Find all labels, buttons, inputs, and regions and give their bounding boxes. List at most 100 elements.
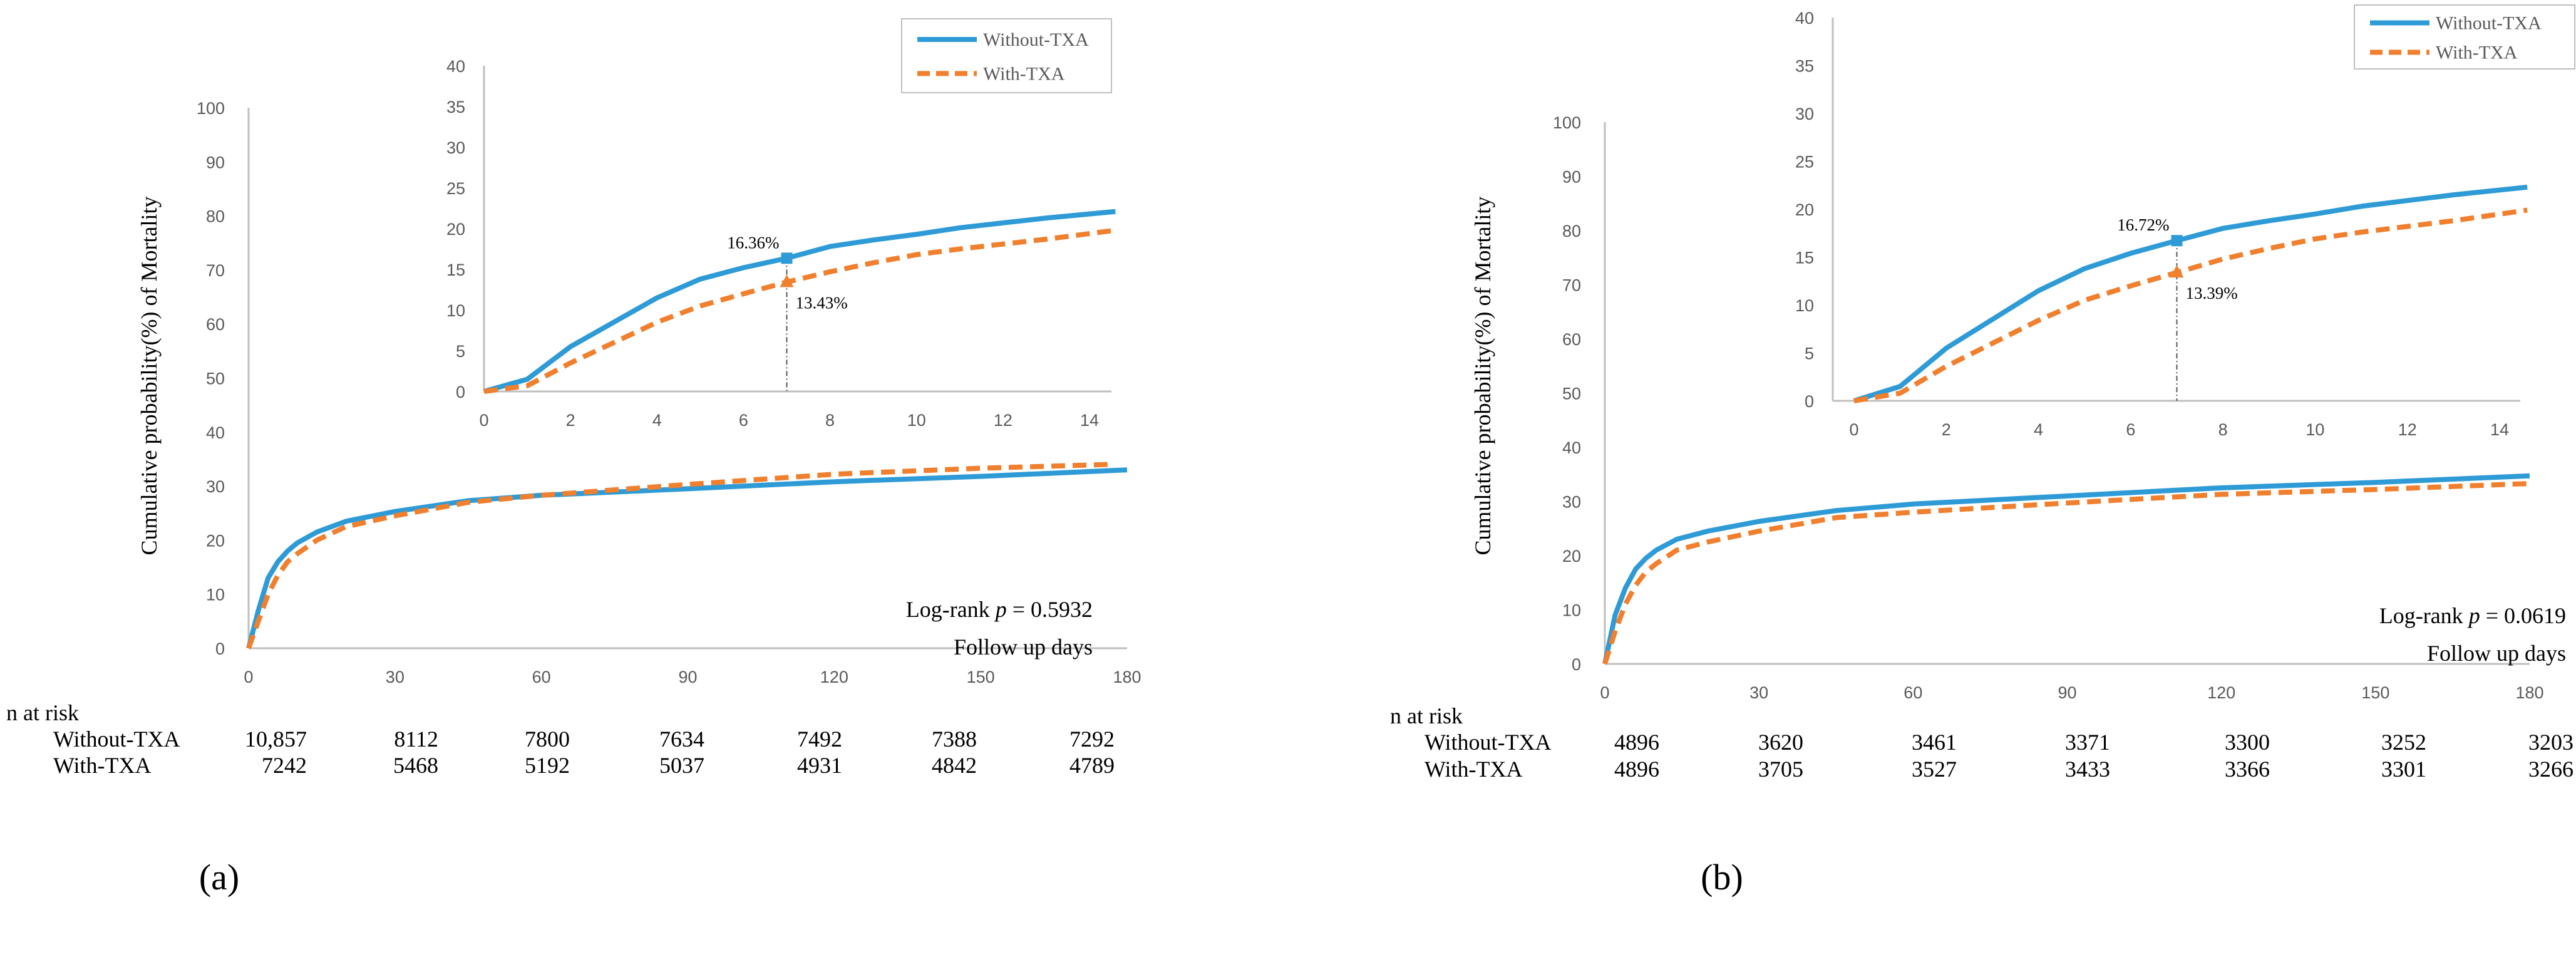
logrank-prefix: Log-rank — [2379, 603, 2469, 628]
inset-x-tick-label: 0 — [1849, 420, 1858, 439]
risk-value: 7242 — [262, 753, 307, 778]
x-tick-label: 90 — [2058, 683, 2076, 702]
risk-value: 7800 — [525, 727, 570, 752]
y-tick-label: 20 — [206, 531, 225, 550]
y-tick-label: 30 — [206, 477, 225, 496]
main-line-without-txa — [246, 467, 1128, 649]
y-tick-label: 0 — [215, 639, 225, 658]
inset-y-tick-label: 0 — [456, 383, 465, 401]
logrank-value: = 0.5932 — [1007, 597, 1093, 622]
legend-label: With-TXA — [983, 63, 1065, 84]
panel-label: (b) — [1701, 857, 1743, 898]
inset-y-tick-label: 30 — [446, 138, 465, 157]
risk-value: 3620 — [1758, 730, 1803, 755]
annotation-with-txa: 13.39% — [2186, 284, 2238, 303]
logrank-p: p — [994, 597, 1007, 622]
inset-x-tick-label: 10 — [907, 411, 926, 430]
x-tick-label: 30 — [386, 668, 404, 686]
y-tick-label: 30 — [1562, 493, 1581, 512]
y-tick-label: 100 — [1553, 113, 1581, 132]
inset-y-tick-label: 5 — [456, 342, 465, 361]
inset-chart: 0 5 10 15 20 25 30 35 40 0 2 4 6 8 10 12 14 16.36% 13.43% — [446, 57, 1116, 430]
y-tick-label: 0 — [1572, 655, 1581, 674]
risk-value: 3433 — [2065, 757, 2110, 782]
inset-x-tick-label: 14 — [2490, 420, 2509, 439]
y-tick-label: 60 — [1562, 330, 1581, 349]
marker-without-txa — [2171, 235, 2183, 247]
risk-value: 7492 — [797, 727, 842, 752]
inset-x-tick-label: 8 — [2218, 420, 2228, 439]
inset-y-tick-label: 35 — [446, 98, 465, 116]
legend-box — [2354, 4, 2575, 70]
legend-label: Without-TXA — [2436, 13, 2542, 34]
inset-y-tick-label: 20 — [446, 220, 465, 239]
legend-label: Without-TXA — [983, 29, 1089, 50]
inset-y-tick-label: 40 — [446, 57, 465, 76]
y-tick-label: 70 — [206, 261, 225, 280]
risk-value: 4931 — [797, 753, 842, 778]
inset-x-tick-label: 2 — [1942, 420, 1951, 439]
x-tick-label: 90 — [678, 668, 697, 686]
y-tick-label: 70 — [1562, 276, 1581, 295]
risk-value: 5192 — [525, 753, 570, 778]
risk-value: 3371 — [2065, 730, 2110, 755]
inset-y-tick-label: 15 — [446, 261, 465, 279]
risk-value: 4789 — [1069, 753, 1115, 778]
x-tick-label: 60 — [1904, 683, 1922, 702]
inset-y-tick-label: 25 — [446, 179, 465, 198]
inset-x-tick-label: 14 — [1080, 411, 1099, 430]
y-tick-label: 10 — [1562, 601, 1581, 620]
x-tick-label: 180 — [2515, 683, 2543, 702]
main-line-with-txa — [1602, 481, 2530, 665]
x-tick-label: 120 — [820, 668, 848, 686]
x-tick-label: 180 — [1113, 668, 1141, 686]
legend: Without-TXA With-TXA — [2354, 4, 2575, 70]
x-axis-title: Follow up days — [954, 634, 1093, 660]
inset-x-tick-label: 0 — [479, 411, 488, 430]
risk-value: 3301 — [2381, 757, 2426, 782]
main-line-without-txa — [1602, 473, 2530, 665]
annotation-with-txa: 13.43% — [796, 293, 848, 312]
risk-table-title: n at risk — [1390, 703, 1463, 728]
inset-x-tick-label: 2 — [566, 411, 575, 430]
logrank-p: p — [2467, 603, 2480, 628]
risk-value: 5037 — [659, 753, 704, 778]
inset-chart: 0 5 10 15 20 25 30 35 40 0 2 4 6 8 10 12 14 16.72% 13.39% — [1795, 9, 2528, 439]
risk-value: 3705 — [1758, 757, 1803, 782]
logrank-label: Log-rank p = 0.0619 — [2379, 603, 2566, 628]
risk-row-label: With-TXA — [53, 753, 152, 778]
x-tick-label: 150 — [2361, 683, 2389, 702]
risk-row-label: Without-TXA — [1425, 730, 1552, 755]
risk-value: 3252 — [2381, 730, 2426, 755]
main-line-with-txa — [246, 462, 1108, 649]
logrank-value: = 0.0619 — [2480, 603, 2566, 628]
risk-value: 4896 — [1614, 730, 1659, 755]
y-tick-label: 50 — [1562, 385, 1581, 403]
inset-x-tick-label: 6 — [739, 411, 748, 430]
annotation-without-txa: 16.36% — [727, 233, 779, 252]
logrank-prefix: Log-rank — [906, 597, 996, 622]
panel-label: (a) — [199, 857, 239, 898]
x-tick-label: 30 — [1749, 683, 1768, 702]
y-tick-label: 10 — [206, 586, 225, 604]
marker-with-txa — [2170, 265, 2184, 278]
risk-value: 3203 — [2528, 730, 2573, 755]
risk-row-label: Without-TXA — [53, 727, 180, 752]
inset-x-tick-label: 4 — [2034, 420, 2043, 439]
risk-value: 7634 — [659, 727, 704, 752]
risk-value: 5468 — [393, 753, 438, 778]
risk-row-label: With-TXA — [1425, 757, 1523, 782]
risk-value: 4896 — [1614, 757, 1659, 782]
risk-value: 7292 — [1069, 727, 1115, 752]
inset-y-tick-label: 30 — [1795, 105, 1814, 123]
y-axis-title: Cumulative probability(%) of Mortality — [137, 197, 162, 556]
risk-value: 3527 — [1912, 757, 1957, 782]
y-tick-label: 40 — [206, 423, 225, 442]
risk-value: 3266 — [2528, 757, 2573, 782]
inset-x-tick-label: 4 — [652, 411, 662, 430]
y-tick-label: 40 — [1562, 438, 1581, 457]
